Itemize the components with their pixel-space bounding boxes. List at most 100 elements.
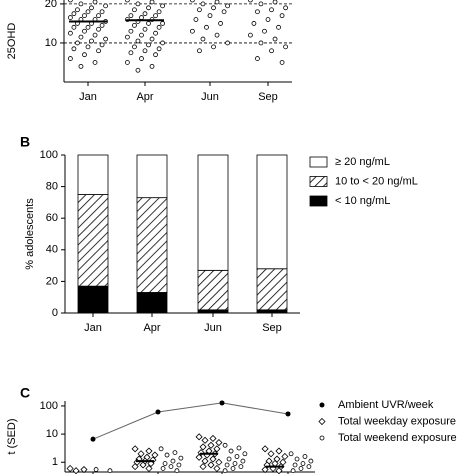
data-point [153, 30, 158, 36]
data-point [251, 21, 257, 26]
data-point [269, 48, 274, 54]
data-point [75, 7, 80, 13]
line [92, 402, 289, 440]
data-point [78, 34, 84, 40]
circle-point [306, 464, 312, 469]
diamond-point [145, 464, 153, 473]
diamond-point [213, 445, 221, 453]
data-point [96, 26, 101, 32]
data-point [132, 22, 137, 28]
x-tick-label: Sep [262, 322, 282, 334]
diamond-point [131, 445, 139, 453]
legend-swatch [309, 156, 328, 168]
y-tick-label: 20 [45, 0, 57, 10]
y-axis-label: 25OHD [6, 23, 18, 60]
circle-point [164, 452, 170, 458]
circle-point [222, 442, 228, 448]
data-point [82, 52, 87, 58]
line-point [219, 400, 225, 406]
data-point [146, 42, 151, 48]
legend-label: ≥ 20 ng/mL [335, 156, 390, 168]
data-point [71, 24, 77, 30]
legend-label: Total weekday exposure [338, 415, 456, 427]
data-point [142, 11, 148, 17]
data-point [135, 67, 141, 73]
circle-point [172, 450, 178, 456]
data-point [218, 21, 223, 26]
diamond-point [275, 447, 283, 455]
data-point [225, 3, 231, 9]
data-point [99, 22, 105, 28]
diamond-point [151, 451, 159, 459]
data-point [149, 36, 155, 42]
data-point [149, 0, 155, 5]
circle-point [236, 445, 242, 451]
data-point [103, 3, 108, 9]
line-point [90, 436, 96, 442]
data-point [279, 60, 285, 65]
diamond-point [195, 453, 203, 461]
circle-point [240, 458, 246, 464]
data-point [160, 3, 166, 9]
circle-point [288, 451, 294, 457]
data-point [92, 0, 98, 5]
circle-point [228, 448, 234, 454]
data-point [149, 63, 155, 69]
y-axis-label: t (SED) [6, 418, 18, 454]
data-point [146, 5, 151, 11]
data-point [71, 11, 77, 17]
circle-point [234, 454, 240, 459]
circle-point [300, 461, 306, 466]
data-point [153, 13, 158, 19]
data-point [132, 7, 137, 13]
diamond-point [261, 465, 269, 474]
data-point [78, 1, 84, 7]
circle-point [226, 456, 232, 462]
data-point [139, 56, 144, 61]
x-tick-label: Apr [136, 91, 153, 103]
data-point [139, 32, 144, 38]
data-point [214, 0, 220, 5]
circle-point [238, 464, 244, 469]
y-tick-label: 40 [46, 244, 58, 256]
y-tick-label: 1 [52, 456, 58, 468]
bar-segment [136, 292, 168, 314]
data-point [262, 28, 267, 34]
data-point [139, 15, 144, 20]
diamond-point [201, 436, 209, 444]
data-point [125, 34, 130, 40]
data-point [125, 60, 130, 65]
data-point [68, 30, 73, 36]
circle-point [176, 462, 182, 468]
diamond-point [261, 445, 269, 453]
data-point [92, 60, 98, 65]
legend-swatch [309, 176, 328, 187]
data-point [85, 44, 91, 50]
diamond-point [145, 447, 153, 455]
diamond-point [207, 441, 215, 449]
circle-point [178, 455, 184, 461]
circle-point [224, 462, 230, 468]
data-point [247, 32, 253, 38]
diamond-point [213, 464, 221, 473]
diamond-point [215, 439, 223, 447]
circle-point [230, 466, 236, 471]
data-point [200, 36, 206, 42]
data-point [255, 56, 260, 61]
y-tick-label: 100 [40, 400, 58, 412]
data-point [89, 38, 94, 44]
circle-point [107, 468, 113, 474]
y-axis-label: % adolescents [24, 198, 36, 270]
data-point [82, 13, 87, 19]
data-point [68, 56, 73, 61]
data-point [89, 5, 94, 11]
bar-segment [77, 194, 109, 287]
data-point [193, 17, 199, 22]
bar-segment [77, 285, 109, 314]
legend-label: 10 to < 20 ng/mL [335, 175, 418, 187]
circle-point [162, 461, 168, 466]
circle-point [158, 446, 164, 452]
x-tick-label: Apr [143, 322, 160, 334]
diamond-point [131, 463, 139, 471]
data-point [211, 5, 216, 11]
